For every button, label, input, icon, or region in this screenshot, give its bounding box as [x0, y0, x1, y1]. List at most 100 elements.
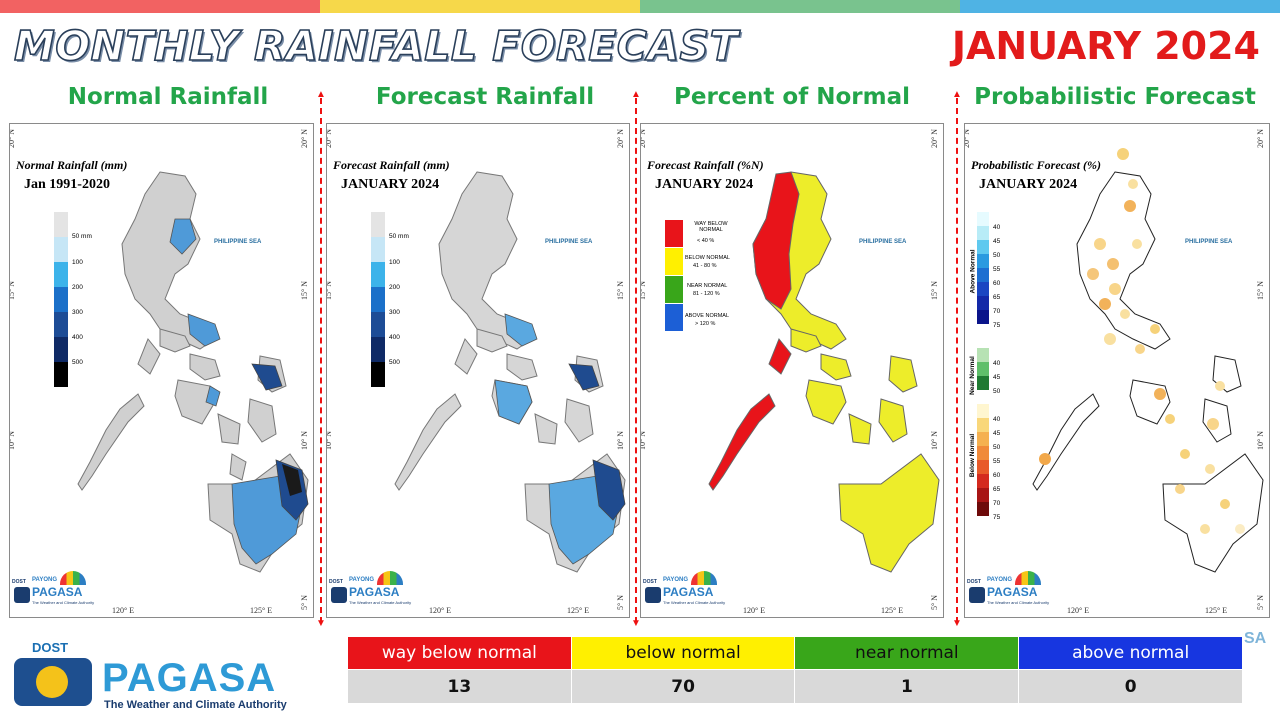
pagasa-emblem-icon — [14, 658, 92, 706]
legend-swatch-above — [665, 304, 683, 331]
legend-swatch — [977, 282, 989, 296]
legend-swatch — [977, 418, 989, 432]
legend-label: 50 — [993, 444, 1001, 451]
map-normal-rainfall: Normal Rainfall (mm) Jan 1991-2020 PHILI… — [9, 123, 314, 618]
legend-swatch-near — [665, 276, 683, 303]
legend-label: 55 — [993, 458, 1001, 465]
edge-text: SA — [1244, 630, 1267, 647]
lat-label: 5° N — [299, 595, 309, 610]
umbrella-icon — [691, 571, 717, 585]
logo-tagline: The Weather and Climate Authority — [349, 600, 412, 605]
legend-label: 60 — [993, 280, 1001, 287]
legend-label: 45 — [993, 430, 1001, 437]
map-title: Probabilistic Forecast (%) — [971, 158, 1101, 172]
legend-label: 200 — [389, 284, 400, 291]
top-bar-red — [0, 0, 320, 13]
legend-swatch — [977, 376, 989, 390]
lat-label: 5° N — [929, 595, 939, 610]
legend-swatch — [371, 287, 385, 312]
logo-tagline: The Weather and Climate Authority — [104, 699, 287, 711]
lat-label: 20° N — [326, 129, 333, 148]
legend-label: 70 — [993, 308, 1001, 315]
lon-label: 125° E — [881, 606, 904, 615]
top-bar-blue — [960, 0, 1280, 13]
payong-pagasa-logo: DOST PAYONG PAGASA The Weather and Clima… — [643, 569, 731, 615]
legend-swatch — [977, 348, 989, 362]
logo-dost: DOST — [32, 640, 69, 655]
legend-label: 40 — [993, 360, 1001, 367]
sea-label: PHILIPPINE SEA — [545, 239, 593, 245]
logo-payong: PAYONG — [349, 577, 375, 583]
legend-swatch — [371, 362, 385, 387]
logo-pagasa: PAGASA — [987, 585, 1038, 599]
legend-label: 65 — [993, 486, 1001, 493]
logo-pagasa: PAGASA — [349, 585, 400, 599]
lat-label: 15° N — [640, 281, 647, 300]
legend-swatch — [371, 262, 385, 287]
legend-label: 400 — [72, 334, 83, 341]
legend-swatch — [54, 337, 68, 362]
legend-swatch-below — [665, 248, 683, 275]
legend-label: 40 — [993, 224, 1001, 231]
legend-swatch — [977, 296, 989, 310]
lon-label: 120° E — [1067, 606, 1090, 615]
logo-payong: PAYONG — [32, 577, 58, 583]
umbrella-icon — [1015, 571, 1041, 585]
forecast-month: JANUARY 2024 — [951, 24, 1260, 68]
lat-label: 20° N — [9, 129, 16, 148]
legend-swatch — [54, 362, 68, 387]
legend-label: 200 — [72, 284, 83, 291]
lat-label: 20° N — [929, 129, 939, 148]
legend-range: > 120 % — [695, 321, 716, 327]
legend-label: 65 — [993, 294, 1001, 301]
lat-label: 10° N — [1255, 431, 1265, 450]
legend-label: 50 — [993, 252, 1001, 259]
lat-label: 20° N — [964, 129, 971, 148]
lon-label: 120° E — [743, 606, 766, 615]
pagasa-emblem-icon — [645, 587, 661, 603]
legend-label: 400 — [389, 334, 400, 341]
legend-label: 50 mm — [72, 233, 92, 240]
philippines-map — [1032, 148, 1264, 573]
station-dots — [1039, 148, 1245, 534]
legend-swatch — [977, 268, 989, 282]
payong-pagasa-logo: DOST PAYONG PAGASA The Weather and Clima… — [12, 569, 100, 615]
top-bar-green — [640, 0, 960, 13]
map-subtitle: JANUARY 2024 — [655, 177, 754, 192]
legend-swatch — [977, 446, 989, 460]
page-title: MONTHLY RAINFALL FORECAST — [13, 21, 739, 71]
legend-swatch — [54, 237, 68, 262]
legend-swatch — [977, 240, 989, 254]
lat-label: 10° N — [929, 431, 939, 450]
legend-swatch — [977, 432, 989, 446]
pagasa-main-logo: DOST PAGASA The Weather and Climate Auth… — [10, 640, 310, 715]
map-title: Forecast Rainfall (%N) — [647, 158, 764, 172]
lat-label: 10° N — [9, 431, 16, 450]
top-color-bar — [0, 0, 1280, 13]
lat-label: 10° N — [615, 431, 625, 450]
legend-swatch — [977, 460, 989, 474]
lat-label: 15° N — [929, 281, 939, 300]
category-summary-table: way below normal below normal near norma… — [347, 636, 1243, 704]
logo-dost: DOST — [12, 579, 26, 585]
legend-swatch — [371, 212, 385, 237]
legend-range: 81 - 120 % — [693, 291, 720, 297]
lat-label: 10° N — [640, 431, 647, 450]
legend-label: 500 — [389, 359, 400, 366]
logo-pagasa: PAGASA — [663, 585, 714, 599]
map-subtitle: JANUARY 2024 — [341, 177, 440, 192]
legend-swatch — [977, 226, 989, 240]
legend-label: 75 — [993, 322, 1001, 329]
legend-label: 50 — [993, 388, 1001, 395]
logo-dost: DOST — [967, 579, 981, 585]
pagasa-emblem-icon — [331, 587, 347, 603]
lat-label: 10° N — [326, 431, 333, 450]
legend-swatch — [54, 262, 68, 287]
lat-label: 15° N — [299, 281, 309, 300]
legend-label: 100 — [72, 259, 83, 266]
payong-pagasa-logo: DOST PAYONG PAGASA The Weather and Clima… — [329, 569, 417, 615]
sea-label: PHILIPPINE SEA — [1185, 239, 1233, 245]
lat-label: 15° N — [1255, 281, 1265, 300]
logo-pagasa: PAGASA — [32, 585, 83, 599]
legend-label: 70 — [993, 500, 1001, 507]
